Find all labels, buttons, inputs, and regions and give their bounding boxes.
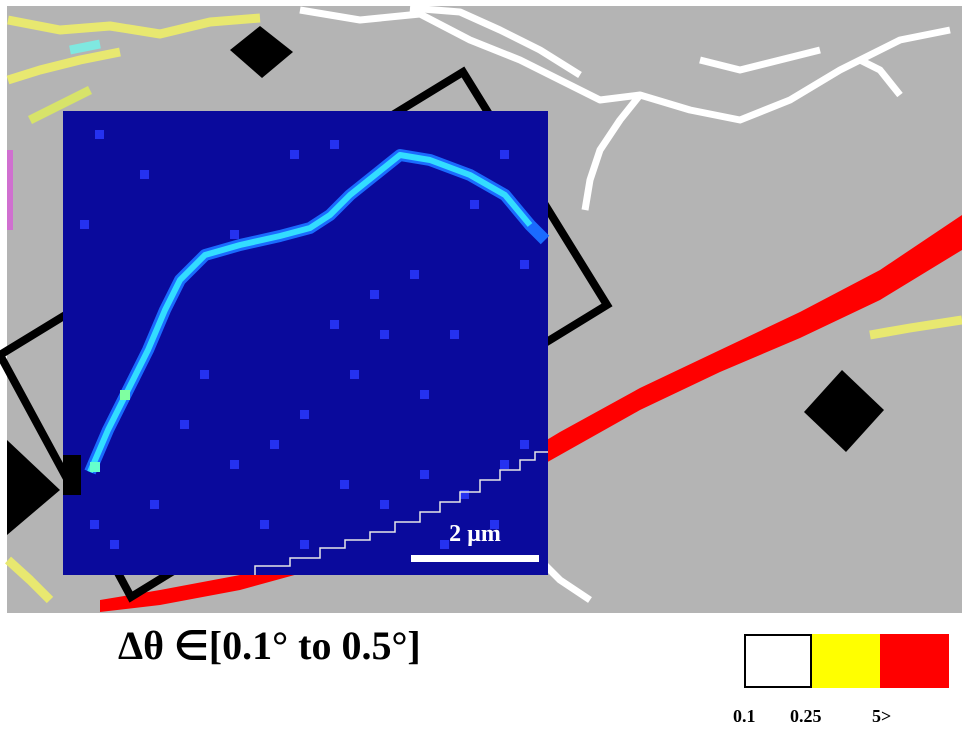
legend-label-low: 0.1: [733, 706, 756, 726]
magenta-edge-marker: [7, 150, 13, 230]
indent-marker-right: [804, 370, 884, 452]
legend-swatch-yellow: [812, 634, 880, 688]
legend-label-high: 5>: [872, 706, 892, 726]
legend-swatch-white: [744, 634, 812, 688]
scale-bar-label: 2 µm: [449, 521, 501, 547]
legend-label-mid: 0.25: [790, 706, 822, 726]
misorientation-legend: [744, 634, 949, 688]
kam-inset: [63, 111, 550, 575]
low-angle-boundaries: [299, 4, 951, 603]
yellow-boundaries: [4, 13, 962, 604]
indent-marker-left: [7, 440, 60, 535]
legend-swatch-red: [880, 634, 949, 688]
indent-marker-top: [230, 26, 293, 78]
micrograph-scene: 2 µm: [0, 4, 962, 613]
scale-bar: [411, 555, 539, 562]
angle-range-caption: Δθ ∈[0.1° to 0.5°]: [118, 623, 421, 668]
